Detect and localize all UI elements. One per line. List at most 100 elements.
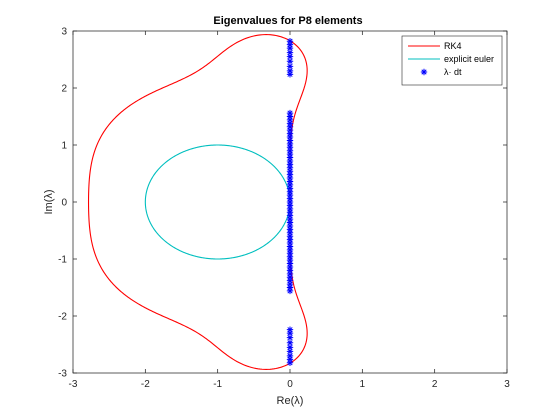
eigenvalue-marker: [286, 243, 294, 250]
eigenvalue-marker: [286, 181, 294, 189]
eigenvalue-marker: [286, 339, 294, 346]
x-tick-label: 3: [504, 379, 510, 390]
eigenvalue-marker: [286, 195, 294, 202]
eigenvalue-marker: [286, 226, 294, 233]
y-tick-label: -2: [58, 312, 67, 323]
eigenvalue-marker: [286, 284, 294, 291]
legend: RK4 explicit euler λ· dt: [401, 35, 503, 86]
eigenvalue-marker: [286, 58, 294, 65]
legend-marker-star: [420, 68, 428, 76]
eigenvalue-marker: [286, 250, 294, 257]
eigenvalue-marker: [286, 334, 294, 341]
eigenvalue-marker: [286, 233, 294, 240]
eigenvalue-marker: [286, 116, 294, 124]
eigenvalue-marker: [286, 130, 294, 137]
legend-box: [401, 35, 503, 86]
eigenvalue-marker: [286, 41, 294, 48]
eigenvalue-marker: [286, 168, 294, 175]
y-tick-label: -3: [58, 369, 67, 380]
eigenvalue-marker: [286, 219, 294, 226]
x-tick-label: 2: [432, 379, 438, 390]
y-tick-label: 0: [61, 198, 67, 209]
series-explicit-euler-curve: [144, 144, 291, 260]
eigenvalue-marker: [286, 154, 294, 161]
x-axis-label: Re(λ): [277, 395, 304, 407]
x-tick-label: -3: [69, 379, 78, 390]
eigenvalue-marker: [286, 205, 294, 213]
eigenvalue-marker: [286, 109, 294, 117]
eigenvalue-marker: [286, 126, 294, 134]
eigenvalue-marker: [286, 274, 294, 281]
y-tick-label: 3: [61, 27, 67, 38]
legend-label-eigenvalues: λ· dt: [444, 67, 462, 77]
eigenvalue-marker: [286, 222, 294, 230]
eigenvalue-marker: [286, 246, 294, 254]
eigenvalue-marker: [286, 270, 294, 278]
eigenvalue-marker: [286, 191, 294, 199]
eigenvalue-marker: [286, 188, 294, 195]
markers-layer: [286, 38, 294, 366]
eigenvalue-marker: [286, 144, 294, 151]
eigenvalue-marker: [286, 356, 294, 363]
legend-swatch-eigenvalues: [420, 68, 428, 76]
y-tick-label: 1: [61, 141, 67, 152]
eigenvalue-marker: [286, 174, 294, 182]
eigenvalue-marker: [286, 38, 294, 45]
eigenvalue-marker: [286, 215, 294, 223]
eigenvalue-marker: [286, 239, 294, 247]
eigenvalue-marker: [286, 280, 294, 288]
eigenvalue-marker: [286, 67, 294, 75]
eigenvalue-marker: [286, 277, 294, 284]
eigenvalue-marker: [286, 263, 294, 271]
eigenvalue-marker: [286, 256, 294, 264]
eigenvalue-marker: [286, 133, 294, 141]
eigenvalue-marker: [286, 113, 294, 120]
eigenvalue-marker: [286, 198, 294, 206]
eigenvalue-marker: [286, 157, 294, 165]
eigenvalue-marker: [286, 147, 294, 154]
eigenvalue-marker: [286, 140, 294, 148]
eigenvalue-marker: [286, 71, 294, 78]
eigenvalue-marker: [286, 164, 294, 171]
chart-title: Eigenvalues for P8 elements: [213, 15, 362, 27]
x-tick-label: 0: [287, 379, 293, 390]
x-tick-label: 1: [360, 379, 366, 390]
y-axis-label: Im(λ): [43, 189, 55, 214]
eigenvalue-marker: [286, 287, 294, 295]
eigenvalue-marker: [286, 150, 294, 158]
y-tick-label: -1: [58, 255, 67, 266]
eigenvalue-marker: [286, 352, 294, 360]
eigenvalue-marker: [286, 44, 294, 52]
eigenvalue-marker: [286, 326, 294, 333]
x-tick-label: -2: [141, 379, 150, 390]
eigenvalue-marker: [286, 63, 294, 70]
eigenvalue-marker: [286, 49, 294, 56]
eigenvalue-marker: [286, 329, 294, 337]
x-tick-label: -1: [213, 379, 222, 390]
eigenvalue-marker: [286, 359, 294, 366]
eigenvalue-marker: [286, 185, 294, 192]
series-rk4-curve: [87, 34, 308, 370]
eigenvalue-marker: [286, 229, 294, 236]
eigenvalue-marker: [286, 137, 294, 144]
eigenvalue-marker: [286, 202, 294, 209]
eigenvalue-marker: [286, 171, 294, 178]
curves-layer: [87, 34, 308, 370]
eigenvalue-marker: [286, 344, 294, 351]
eigenvalue-marker: [286, 253, 294, 260]
eigenvalue-marker: [286, 348, 294, 355]
eigenvalue-marker: [286, 178, 294, 185]
eigenvalue-marker: [286, 267, 294, 274]
legend-label-euler: explicit euler: [444, 54, 494, 64]
eigenvalue-marker: [286, 209, 294, 216]
ticks-layer: -3 -2 -1 0 1 2 3 -3 -2 -1 0 1 2 3: [58, 27, 510, 391]
eigenvalue-marker: [286, 260, 294, 267]
eigenvalue-marker: [286, 120, 294, 127]
eigenvalue-marker: [286, 161, 294, 168]
y-tick-label: 2: [61, 84, 67, 95]
eigenvalue-marker: [286, 53, 294, 60]
eigenvalue-marker: [286, 212, 294, 219]
eigenvalue-marker: [286, 123, 294, 130]
eigenvalue-marker: [286, 236, 294, 243]
